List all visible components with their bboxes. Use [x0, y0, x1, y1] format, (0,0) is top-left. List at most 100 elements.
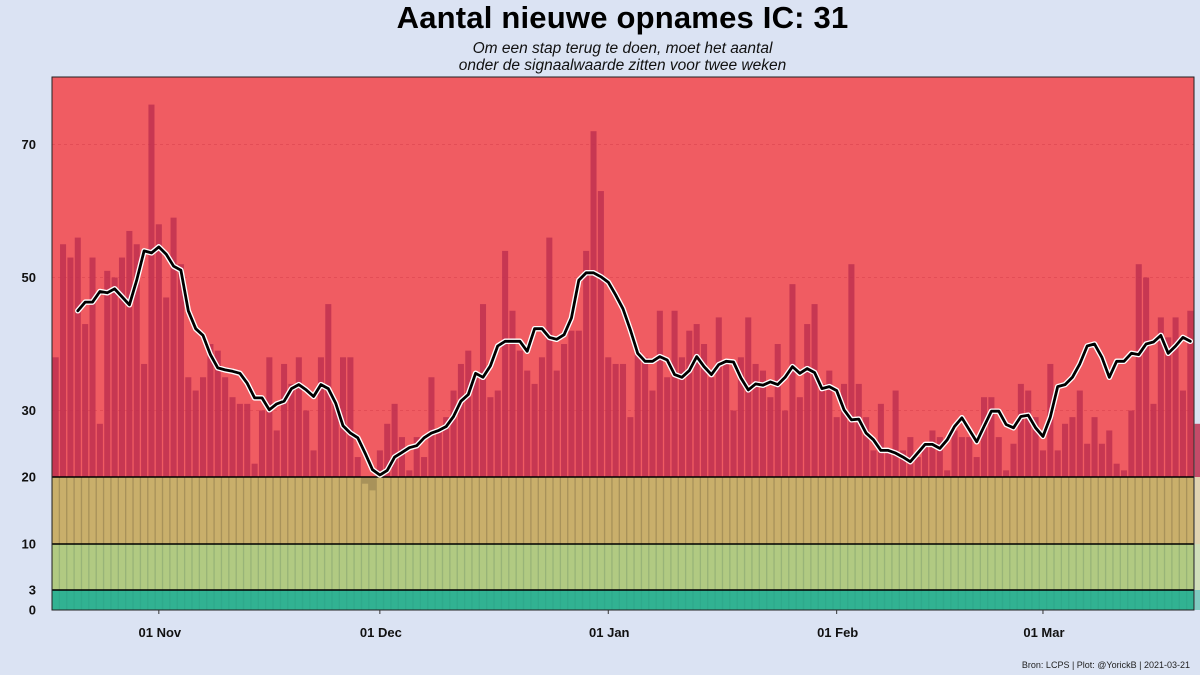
daily-bar — [1194, 590, 1200, 610]
daily-bar — [96, 544, 103, 590]
daily-bar — [428, 544, 435, 590]
daily-bar — [1062, 544, 1069, 590]
daily-bar — [612, 363, 619, 477]
daily-bar — [450, 544, 457, 590]
daily-bar — [266, 357, 273, 477]
daily-bar — [1039, 590, 1046, 610]
daily-bar — [96, 477, 103, 544]
daily-bar — [281, 590, 288, 610]
daily-bar — [60, 590, 67, 610]
daily-bar — [229, 477, 236, 544]
daily-bar — [782, 477, 789, 544]
daily-bar — [863, 590, 870, 610]
daily-bar — [236, 544, 243, 590]
daily-bar — [516, 350, 523, 477]
daily-bar — [1025, 390, 1032, 477]
daily-bar — [126, 230, 133, 477]
daily-bar — [251, 477, 258, 544]
daily-bar — [273, 477, 280, 544]
daily-bar — [774, 477, 781, 544]
threshold-lines — [52, 476, 1194, 591]
daily-bar — [885, 544, 892, 590]
daily-bar — [796, 590, 803, 610]
daily-bar — [708, 477, 715, 544]
daily-bar — [796, 544, 803, 590]
daily-bar — [597, 191, 604, 478]
daily-bar — [538, 357, 545, 477]
daily-bar — [583, 477, 590, 544]
daily-bar — [951, 590, 958, 610]
daily-bar — [885, 590, 892, 610]
daily-bar — [538, 477, 545, 544]
daily-bar — [111, 544, 118, 590]
daily-bar — [376, 590, 383, 610]
daily-bar — [855, 544, 862, 590]
daily-bar — [826, 590, 833, 610]
daily-bar — [1091, 417, 1098, 477]
daily-bar — [892, 390, 899, 477]
daily-bar — [347, 357, 354, 477]
daily-bar — [590, 544, 597, 590]
daily-bar — [612, 590, 619, 610]
daily-bar — [936, 437, 943, 477]
daily-bar — [546, 590, 553, 610]
daily-bar — [715, 317, 722, 477]
daily-bar — [1084, 443, 1091, 477]
daily-bar — [759, 370, 767, 477]
daily-bar — [413, 544, 420, 590]
daily-bar — [531, 544, 538, 590]
daily-bar — [362, 483, 369, 544]
daily-bar — [855, 590, 862, 610]
daily-bar — [1003, 590, 1010, 610]
daily-bar — [966, 590, 973, 610]
daily-bar — [568, 477, 575, 544]
daily-bar — [730, 590, 737, 610]
daily-bar — [973, 544, 980, 590]
daily-bar — [494, 477, 501, 544]
daily-bar — [1120, 477, 1128, 544]
daily-bar — [597, 544, 604, 590]
daily-bar — [273, 590, 280, 610]
daily-bar — [207, 544, 214, 590]
daily-bar — [1076, 544, 1083, 590]
daily-bar — [391, 544, 398, 590]
daily-bar — [163, 544, 170, 590]
daily-bar — [509, 590, 516, 610]
daily-bar — [502, 477, 509, 544]
daily-bar — [642, 357, 649, 477]
daily-bar — [656, 310, 663, 477]
daily-bar — [885, 477, 892, 544]
daily-bar — [723, 477, 730, 544]
daily-bar — [421, 457, 428, 477]
daily-bar — [391, 403, 398, 477]
daily-bar — [376, 477, 383, 544]
daily-bar — [214, 544, 221, 590]
daily-bar — [914, 477, 921, 544]
daily-bar — [325, 590, 332, 610]
daily-bar — [701, 544, 708, 590]
chart-subtitle: Om een stap terug te doen, moet het aant… — [0, 40, 1200, 74]
daily-bar — [82, 544, 89, 590]
daily-bar — [929, 590, 936, 610]
daily-bar — [332, 477, 339, 544]
daily-bar — [546, 237, 553, 477]
daily-bar — [1039, 477, 1046, 544]
daily-bar — [951, 477, 958, 544]
daily-bar — [855, 477, 862, 544]
daily-bar — [487, 590, 494, 610]
daily-bar — [104, 270, 111, 477]
daily-bar — [443, 417, 450, 477]
daily-bar — [980, 397, 988, 477]
daily-bar — [1143, 477, 1150, 544]
daily-bar — [303, 410, 310, 477]
daily-bar — [479, 304, 487, 477]
daily-bar — [317, 590, 324, 610]
daily-bar — [745, 544, 752, 590]
daily-bar — [907, 590, 914, 610]
daily-bars — [52, 104, 1200, 610]
daily-bar — [74, 544, 81, 590]
daily-bar — [922, 590, 929, 610]
daily-bar — [892, 477, 899, 544]
daily-bar — [973, 590, 980, 610]
daily-bar — [421, 544, 428, 590]
